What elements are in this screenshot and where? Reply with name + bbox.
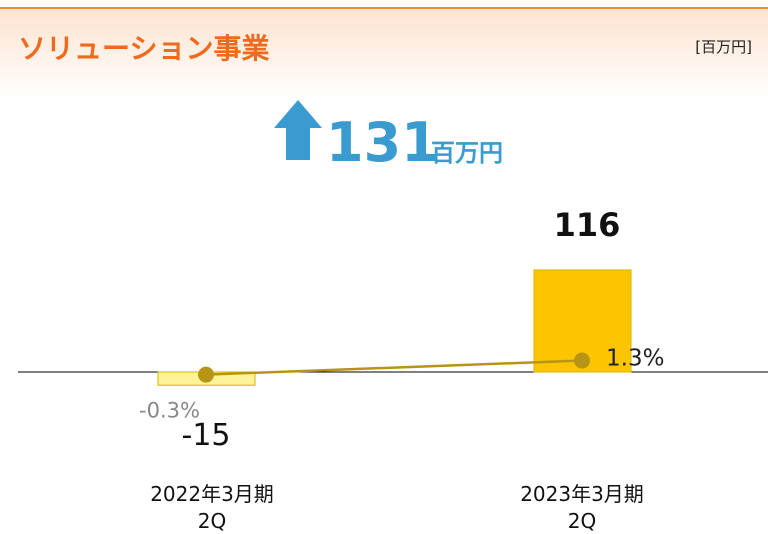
margin-marker xyxy=(574,352,590,369)
highlight-value: 131 xyxy=(326,111,439,174)
header-background xyxy=(0,8,768,100)
x-tick-label: 2Q xyxy=(198,509,226,533)
up-arrow xyxy=(274,100,322,160)
x-tick-label: 2022年3月期 xyxy=(150,482,274,506)
margin-label: -0.3% xyxy=(139,399,200,423)
chart-title: ソリューション事業 xyxy=(18,32,269,65)
margin-line xyxy=(205,359,583,376)
bar-value-label: -15 xyxy=(182,418,231,453)
margin-marker xyxy=(198,366,214,383)
x-tick-label: 2Q xyxy=(568,509,596,533)
highlight-unit: 百万円 xyxy=(431,139,503,167)
bar-value-label: 116 xyxy=(554,206,621,244)
margin-label: 1.3% xyxy=(606,346,664,372)
x-tick-label: 2023年3月期 xyxy=(520,482,644,506)
unit-label: [百万円] xyxy=(695,38,752,56)
